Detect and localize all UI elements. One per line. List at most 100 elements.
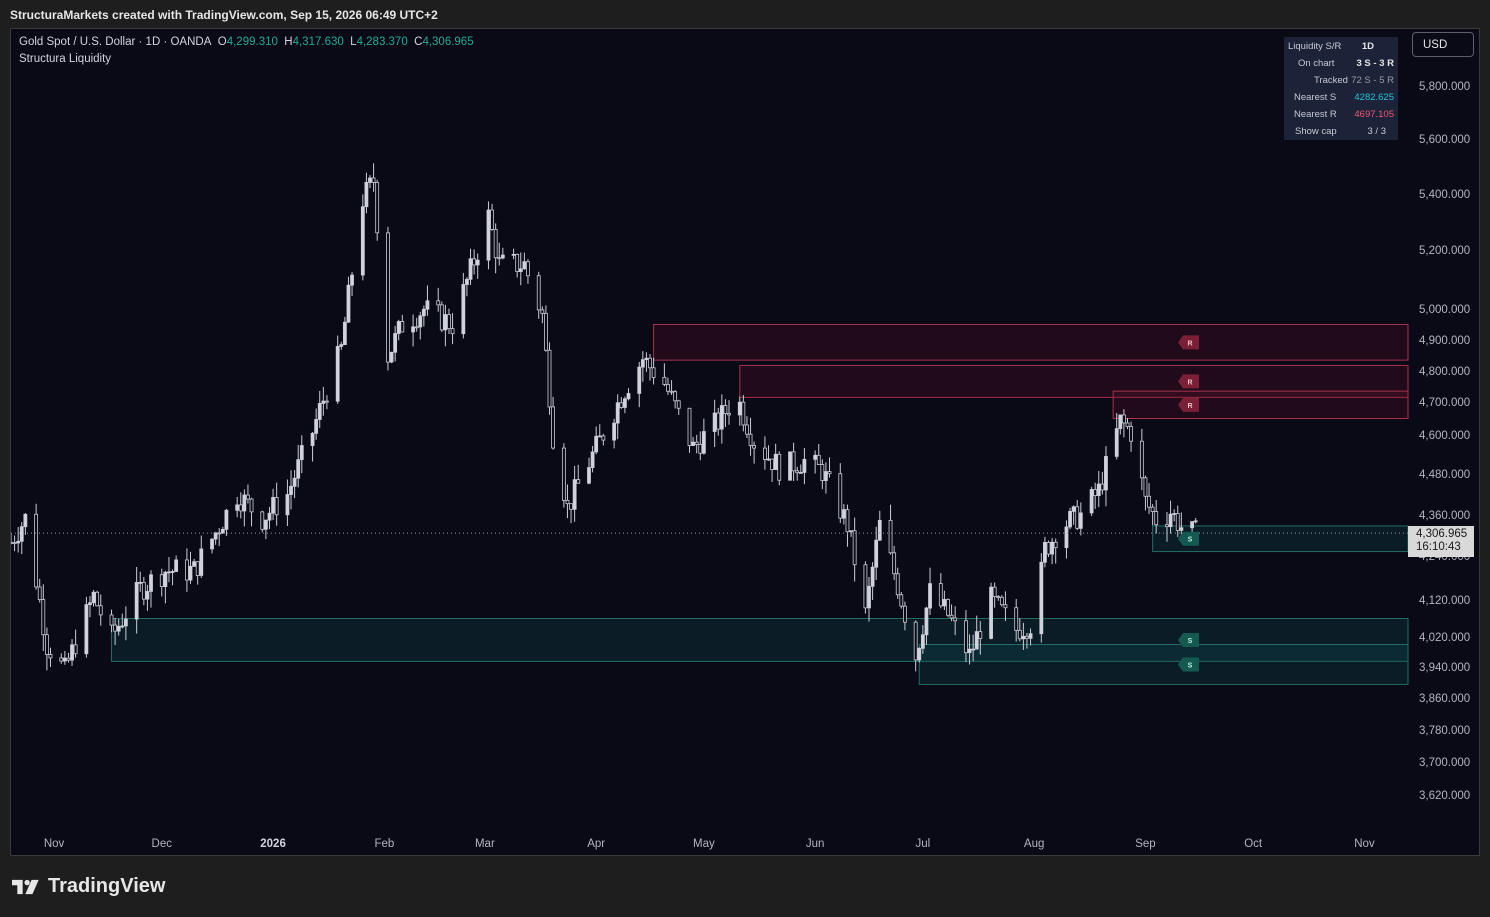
price-axis-tick: 4,120.000: [1419, 595, 1470, 607]
candle-body: [321, 400, 326, 404]
currency-button[interactable]: USD: [1412, 32, 1474, 57]
candle-body: [619, 402, 624, 408]
zone-label-tag: [1178, 657, 1199, 672]
candle-body: [1122, 414, 1126, 424]
candle-body: [396, 321, 401, 334]
candle-body: [1075, 506, 1080, 529]
candle-body: [389, 351, 394, 363]
candle-body: [845, 509, 850, 533]
price-axis-tick: 5,400.000: [1419, 189, 1470, 201]
candle-body: [964, 620, 968, 654]
candle-body: [443, 314, 448, 331]
candle-body: [1193, 520, 1198, 523]
candle-body: [174, 559, 179, 572]
candle-body: [748, 433, 753, 446]
candle-body: [841, 509, 846, 519]
candle-body: [1017, 629, 1022, 640]
candle-body: [1046, 542, 1051, 555]
candle-body: [691, 441, 695, 446]
candle-body: [640, 359, 645, 368]
zone-label-tag: [1178, 632, 1199, 647]
high-label: H: [284, 36, 293, 48]
resistance-label: R: [1178, 335, 1199, 350]
candle-body: [199, 548, 204, 576]
time-axis-tick: Nov: [44, 838, 65, 850]
candles: [11, 163, 1198, 672]
candle-body: [536, 275, 541, 311]
candle-body: [1014, 607, 1019, 631]
indicator-name[interactable]: Structura Liquidity: [19, 53, 112, 65]
candle-body: [989, 586, 993, 639]
candle-body: [712, 412, 717, 432]
candle-body: [1165, 524, 1169, 528]
candle-body: [917, 647, 922, 661]
attribution-text: StructuraMarkets created with TradingVie…: [10, 8, 438, 22]
symbol-name[interactable]: Gold Spot / U.S. Dollar · 1D · OANDA: [19, 36, 212, 48]
price-axis[interactable]: 5,800.000 5,600.000 5,400.000 5,200.000 5,00…: [1419, 81, 1470, 802]
candle-body: [773, 453, 778, 470]
zone-label-text: S: [1188, 638, 1193, 645]
resistance-zone: [739, 364, 1409, 398]
candle-body: [439, 304, 444, 331]
candle-body: [752, 445, 757, 449]
candle-body: [23, 513, 28, 528]
chart-frame[interactable]: R R R S S S 5,800.000 5,600.000 5,400.000 5,200.…: [10, 28, 1480, 856]
candle-body: [587, 467, 591, 484]
zone-labels: R R R S S S: [1178, 335, 1199, 672]
candle-body: [551, 406, 555, 449]
candle-body: [526, 261, 530, 277]
info-row-value: 3 / 3: [1367, 126, 1387, 137]
candle-body: [468, 258, 473, 280]
candle-body: [1053, 541, 1058, 549]
time-axis[interactable]: Nov Dec 2026 Feb Mar Apr May Jun Jul Aug Sep Oct Nov: [44, 838, 1375, 850]
candle-body: [816, 454, 821, 465]
candle-body: [235, 504, 240, 511]
brand-name: TradingView: [48, 875, 166, 897]
candle-body: [289, 485, 293, 495]
candle-body: [16, 540, 21, 544]
candle-body: [597, 435, 602, 438]
candle-body: [113, 624, 118, 632]
price-chart[interactable]: R R R S S S 5,800.000 5,600.000 5,400.000 5,200.…: [11, 29, 1479, 855]
candle-body: [59, 657, 64, 662]
tradingview-logo[interactable]: TradingView: [12, 875, 165, 898]
candle-body: [824, 471, 828, 481]
candle-body: [368, 177, 372, 183]
candle-body: [310, 432, 315, 446]
price-axis-tick: 3,860.000: [1419, 693, 1470, 705]
candle-body: [188, 565, 193, 581]
candle-body: [465, 278, 469, 285]
candle-body: [666, 384, 670, 392]
candle-body: [1129, 426, 1133, 442]
candle-body: [892, 552, 897, 575]
candle-body: [1175, 513, 1180, 531]
candle-body: [1114, 428, 1119, 457]
candle-body: [497, 257, 502, 260]
time-axis-tick: Nov: [1354, 838, 1375, 850]
candle-body: [561, 447, 566, 501]
candle-body: [913, 621, 918, 661]
bar-countdown: 16:10:43: [1416, 541, 1461, 553]
info-table-timeframe: 1D: [1361, 41, 1374, 52]
candle-body: [766, 458, 771, 461]
price-axis-tick: 4,600.000: [1419, 430, 1470, 442]
candle-body: [447, 314, 451, 330]
candle-body: [920, 634, 925, 649]
candle-body: [425, 300, 430, 310]
candle-body: [19, 526, 24, 542]
candle-body: [138, 581, 143, 584]
candle-body: [888, 519, 893, 554]
candle-body: [1139, 440, 1144, 479]
candle-body: [1190, 521, 1195, 529]
candle-body: [73, 644, 78, 655]
candle-body: [1093, 489, 1098, 497]
candle-body: [788, 451, 792, 481]
info-row-key: Nearest R: [1294, 109, 1337, 120]
time-axis-tick: Oct: [1244, 838, 1263, 850]
time-axis-tick: Jul: [916, 838, 931, 850]
candle-body: [242, 494, 247, 512]
candle-body: [938, 583, 943, 607]
price-axis-tick: 4,020.000: [1419, 632, 1470, 644]
close-label: C: [414, 36, 423, 48]
candle-body: [271, 497, 275, 514]
